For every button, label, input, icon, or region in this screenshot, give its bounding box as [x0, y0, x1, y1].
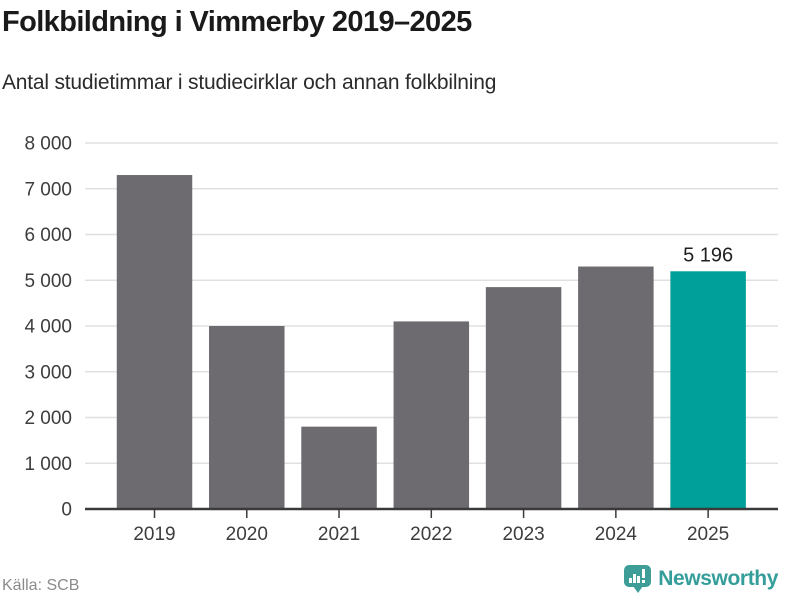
x-axis-tick-label: 2020: [226, 524, 268, 545]
bar-2021: [301, 426, 377, 509]
y-axis-tick-label: 6 000: [24, 225, 72, 246]
y-axis-tick-label: 7 000: [24, 179, 72, 200]
newsworthy-logo-icon: [624, 564, 652, 594]
newsworthy-logo: Newsworthy: [624, 564, 778, 594]
y-axis-tick-label: 5 000: [24, 271, 72, 292]
source-note: Källa: SCB: [2, 577, 80, 594]
y-axis-tick-label: 2 000: [24, 408, 72, 429]
logo-minibar-icon: [629, 578, 633, 583]
logo-exclamation-icon: [642, 580, 646, 583]
y-axis-tick-label: 4 000: [24, 317, 72, 338]
logo-minibar-icon: [633, 574, 637, 583]
chart-title: Folkbildning i Vimmerby 2019–2025: [2, 6, 472, 38]
x-axis-tick-label: 2019: [133, 524, 175, 545]
logo-minibar-icon: [637, 576, 641, 583]
y-axis-tick-label: 8 000: [24, 134, 72, 155]
bar-2024: [578, 266, 654, 509]
chart-subtitle: Antal studietimmar i studiecirklar och a…: [2, 71, 497, 94]
speech-bubble-tail: [633, 586, 644, 593]
y-axis-tick-label: 0: [61, 500, 72, 521]
brand-name: Newsworthy: [658, 567, 778, 590]
x-axis-tick-label: 2025: [687, 524, 729, 545]
x-axis-tick-label: 2021: [318, 524, 360, 545]
bar-2019: [116, 175, 193, 509]
bar-2022: [393, 321, 470, 509]
bar-2020: [209, 326, 285, 509]
x-axis-tick-label: 2022: [410, 524, 452, 545]
bar-2023: [485, 287, 562, 509]
bar-2025: [670, 271, 746, 509]
y-axis-tick-label: 3 000: [24, 362, 72, 383]
x-axis-tick-label: 2024: [595, 524, 638, 545]
logo-exclamation-icon: [642, 569, 646, 578]
data-label: 5 196: [683, 244, 733, 266]
x-axis-tick-label: 2023: [502, 524, 544, 545]
y-axis-tick-label: 1 000: [24, 454, 72, 475]
